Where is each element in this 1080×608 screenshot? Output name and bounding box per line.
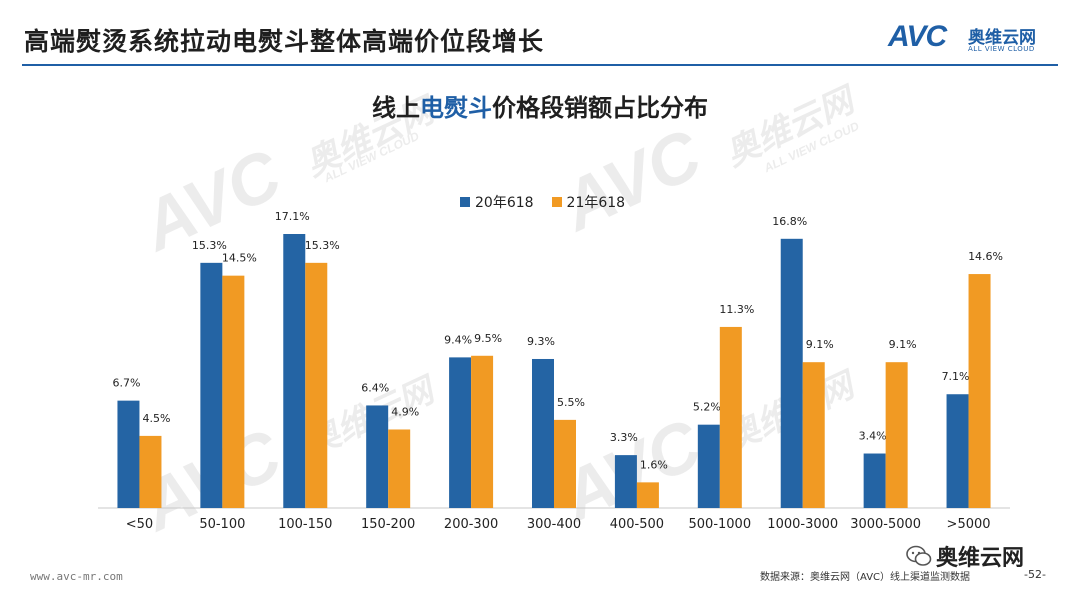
bar-series1-2 [283,234,306,508]
data-label-series1-10: 7.1% [942,370,970,383]
data-label-series1-4: 9.4% [444,333,472,346]
data-label-series1-3: 6.4% [361,381,389,394]
bar-series1-5 [532,358,554,508]
x-tick-label-0: <50 [126,517,153,532]
avc-logo: AVC 奥维云网 ALL VIEW CLOUD [888,20,1058,60]
data-label-series2-6: 1.6% [640,458,668,471]
logo-en: ALL VIEW CLOUD [968,45,1035,53]
logo-cn: 奥维云网 [968,28,1036,48]
data-label-series2-3: 4.9% [391,405,419,418]
chart-title-prefix: 线上 [372,94,420,122]
bar-series1-0 [117,400,140,508]
chart-title: 线上电熨斗价格段销额占比分布 [0,88,1080,123]
data-label-series1-7: 5.2% [693,401,721,414]
page-title: 高端熨烫系统拉动电熨斗整体高端价位段增长 [24,27,545,56]
bar-series1-7 [697,424,720,508]
x-tick-label-8: 1000-3000 [767,517,838,532]
bar-series2-10 [968,274,991,508]
bar-series2-8 [802,362,825,508]
footer-url: www.avc-mr.com [30,570,123,583]
wechat-icon [906,545,932,566]
data-label-series2-4: 9.5% [474,332,502,345]
data-label-series2-5: 5.5% [557,396,585,409]
bar-series2-6 [636,482,659,508]
x-tick-label-6: 400-500 [610,517,664,532]
data-label-series1-1: 15.3% [192,239,227,252]
x-tick-label-3: 150-200 [361,517,415,532]
data-label-series2-1: 14.5% [222,252,257,265]
data-label-series2-2: 15.3% [305,239,340,252]
data-label-series2-10: 14.6% [968,250,1003,263]
bar-series1-3 [366,405,389,508]
legend-swatch-series1 [460,197,470,207]
x-tick-label-2: 100-150 [278,517,332,532]
data-label-series2-8: 9.1% [806,338,834,351]
wechat-label: 奥维云网 [936,546,1025,571]
bar-series2-7 [719,326,742,508]
header-divider [22,64,1058,66]
x-tick-label-5: 300-400 [527,517,581,532]
x-tick-label-10: >5000 [947,517,991,532]
bar-series1-6 [614,455,637,508]
legend-label-series1: 20年618 [475,195,534,211]
data-source: 数据来源：奥维云网（AVC）线上渠道监测数据 [760,572,971,583]
chart-title-highlight: 电熨斗 [420,94,492,122]
legend-item-series1: 20年618 [460,192,534,212]
data-label-series2-7: 11.3% [719,303,754,316]
data-label-series1-6: 3.3% [610,431,638,444]
data-label-series2-9: 9.1% [889,338,917,351]
data-label-series2-0: 4.5% [142,412,170,425]
chart-title-suffix: 价格段销额占比分布 [492,94,708,122]
page-number: -52- [1024,568,1046,581]
data-label-series1-5: 9.3% [527,335,555,348]
bar-series2-0 [139,435,162,508]
x-tick-label-4: 200-300 [444,517,498,532]
bar-series1-8 [780,238,803,509]
bar-series1-9 [863,453,886,508]
data-label-series1-0: 6.7% [112,377,140,390]
bar-series2-2 [305,262,328,508]
x-tick-label-7: 500-1000 [689,517,752,532]
bar-series2-4 [471,355,494,508]
logo-text: AVC [888,20,947,53]
bar-series2-1 [222,275,245,508]
wechat-badge: 奥维云网 [906,540,1024,572]
data-label-series1-8: 16.8% [772,215,807,228]
legend-label-series2: 21年618 [566,195,626,211]
legend-item-series2: 21年618 [551,192,626,212]
bar-series2-3 [388,429,411,508]
bar-series1-1 [200,262,223,508]
data-label-series1-2: 17.1% [275,210,310,223]
legend-swatch-series2 [551,197,562,207]
x-tick-label-1: 50-100 [199,517,245,532]
bar-series1-4 [449,357,472,508]
data-label-series1-9: 3.4% [859,430,887,443]
bar-series2-5 [554,419,576,508]
bar-series2-9 [885,362,908,508]
bar-series1-10 [946,394,969,508]
x-tick-label-9: 3000-5000 [850,517,921,532]
chart-legend: 20年618 21年618 [460,193,643,211]
